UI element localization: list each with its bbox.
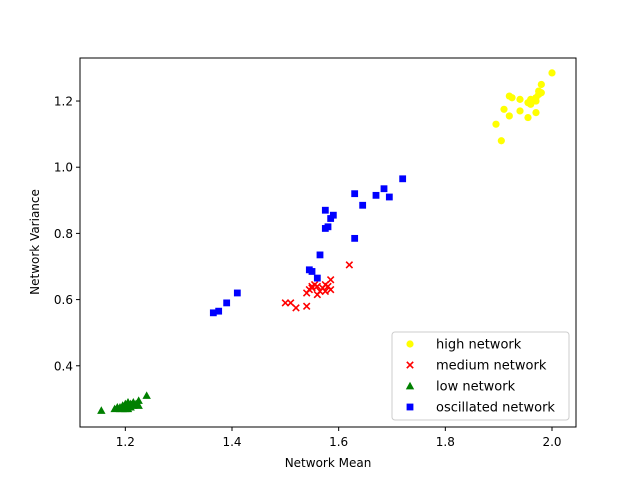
data-point [345,261,354,269]
legend-entry: low network [405,380,516,395]
data-point [492,120,500,128]
y-axis: 0.4 0.6 0.8 1.0 1.2 [54,95,80,373]
legend-label: high network [436,338,522,353]
data-point [308,268,316,275]
legend-box [391,331,570,421]
data-point [327,215,335,222]
data-point [516,107,524,115]
data-point [524,113,532,122]
data-point [532,109,540,117]
data-point [385,193,393,201]
legend-marker [406,340,414,348]
legend: high network medium network low network osc… [391,331,570,421]
data-point [399,175,407,183]
legend-marker [405,381,415,390]
x-tick-label: 1.6 [329,435,348,449]
data-point [223,299,231,307]
series-low-network [97,391,151,414]
data-point [321,225,329,232]
data-point [326,285,335,294]
series-oscillated-network [209,175,407,317]
data-point [302,302,311,310]
legend-marker [406,403,414,411]
y-tick-label: 0.8 [54,227,73,241]
legend-label: low network [436,380,516,395]
series-medium-network [281,261,354,312]
data-point [110,404,119,413]
legend-entry: high network [406,338,522,353]
data-point [321,206,329,214]
data-point [535,90,543,99]
data-point [548,69,556,77]
legend-label: medium network [436,359,547,374]
x-tick-label: 1.2 [116,435,135,449]
data-point [532,97,540,105]
legend-entry: oscillated network [406,401,555,416]
x-axis: 1.2 1.4 1.6 1.8 2.0 [116,427,562,449]
x-tick-label: 1.4 [222,435,241,449]
data-point [351,190,359,198]
y-tick-label: 0.4 [54,359,73,373]
data-point [316,251,324,259]
legend-marker [406,361,414,369]
data-point [233,289,241,297]
data-point [516,95,524,103]
legend-label: oscillated network [436,401,555,416]
y-axis-label: Network Variance [28,189,42,295]
data-point [302,289,311,297]
plot-frame [79,57,577,428]
data-point [121,404,130,413]
data-point [134,401,143,409]
data-point [500,105,508,113]
y-tick-label: 1.0 [54,161,73,175]
x-tick-label: 2.0 [542,435,561,449]
data-point [308,282,316,291]
series-high-network [492,69,556,145]
y-tick-label: 0.6 [54,293,73,307]
data-point [292,304,300,312]
data-point [380,185,388,193]
data-point [215,307,223,315]
data-points-layer [97,69,556,414]
legend-entry: medium network [406,359,547,374]
data-point [142,391,151,399]
data-point [321,287,330,296]
data-point [524,99,532,107]
data-point [359,201,367,209]
data-point [313,274,321,282]
data-point [508,94,516,102]
data-point [372,191,380,199]
data-point [497,137,505,145]
x-tick-label: 1.8 [436,435,455,449]
data-point [537,80,545,89]
y-tick-label: 1.2 [54,95,73,109]
data-point [97,406,106,414]
data-point [505,112,513,120]
data-point [209,309,217,317]
data-point [313,290,322,299]
x-axis-label: Network Mean [285,456,372,470]
data-point [351,234,359,242]
